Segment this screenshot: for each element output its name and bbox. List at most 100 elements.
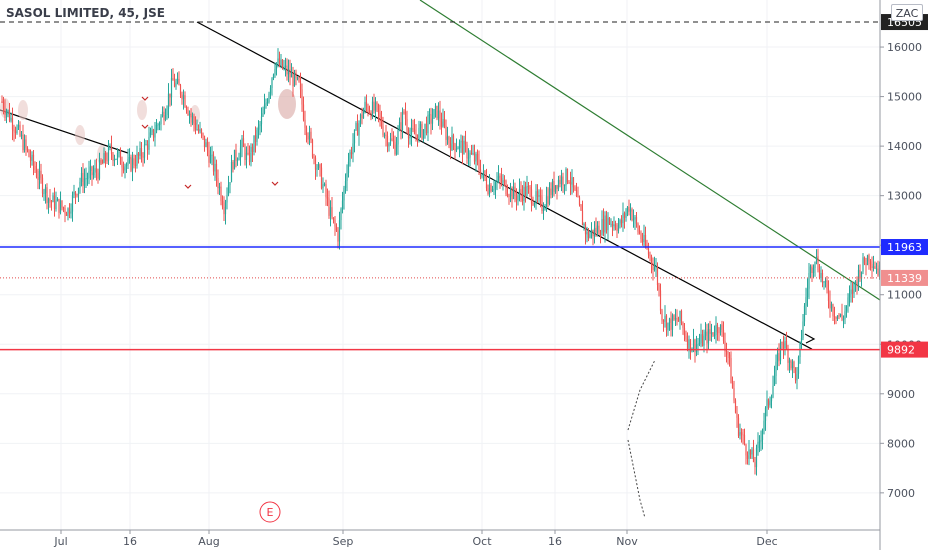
candle [326, 188, 329, 207]
candle [220, 181, 222, 206]
candle-body [344, 181, 347, 188]
candle-body [439, 110, 441, 122]
candle [440, 112, 443, 135]
candle [484, 170, 486, 181]
candle [317, 162, 320, 171]
candle [218, 182, 221, 196]
candle-body [149, 132, 152, 137]
candle [449, 137, 452, 160]
candle [203, 135, 206, 152]
candle [508, 193, 510, 205]
candle-body [787, 348, 789, 363]
candle [224, 199, 227, 225]
candle-body [427, 115, 429, 134]
candle-body [179, 85, 182, 95]
candle-body [478, 159, 480, 170]
candle [688, 335, 690, 359]
candle-body [343, 187, 345, 201]
candle [103, 147, 105, 164]
candle [848, 285, 851, 307]
candle [62, 206, 65, 213]
candle-body [184, 95, 186, 108]
time-tick-label: Oct [472, 535, 492, 548]
candle [421, 121, 423, 141]
candle-body [557, 179, 560, 189]
candle-body [671, 315, 674, 330]
candle-body [590, 229, 593, 234]
candle-body [8, 110, 11, 121]
candle-body [737, 417, 740, 436]
candle-body [574, 187, 576, 191]
candle-body [395, 144, 398, 155]
candle-body [613, 224, 615, 227]
candle-body [577, 195, 579, 198]
symbol-title[interactable]: SASOL LIMITED, 45, JSE [6, 6, 165, 20]
candle [289, 59, 291, 86]
candle-body [830, 304, 833, 309]
candle [379, 104, 381, 127]
candle [544, 204, 546, 211]
candle-body [115, 158, 117, 160]
candle [31, 151, 33, 166]
candle-body [181, 94, 183, 100]
candle [89, 159, 92, 180]
candle [11, 107, 14, 141]
candle-body [664, 315, 666, 322]
candle-body [734, 400, 737, 413]
candle-body [7, 110, 9, 112]
time-tick-label: Sep [333, 535, 354, 548]
candle [529, 185, 531, 198]
candle [832, 303, 834, 321]
candle-body [341, 200, 344, 209]
candle-body [173, 80, 176, 87]
candle-body [152, 129, 155, 138]
candle-body [607, 217, 609, 231]
currency-button[interactable]: ZAC [891, 4, 923, 21]
candle-body [853, 281, 855, 294]
candle-body [253, 135, 255, 152]
candle-body [4, 108, 6, 115]
candle-body [194, 122, 197, 130]
candle [749, 449, 752, 459]
candle [503, 175, 506, 187]
candle [766, 390, 768, 417]
candle-body [643, 235, 645, 243]
candle-body [436, 105, 438, 119]
candle [305, 125, 308, 143]
candle-body [529, 186, 531, 190]
candle [44, 184, 47, 204]
candle [83, 168, 86, 194]
candle [136, 145, 138, 169]
candle [499, 173, 501, 189]
candle [146, 140, 149, 160]
candle [254, 126, 257, 153]
candle-body [742, 434, 744, 436]
candle-body [133, 158, 135, 165]
candle-body [91, 166, 93, 176]
candle [350, 146, 353, 159]
candle [101, 159, 104, 164]
candle [526, 175, 528, 197]
candle-body [116, 153, 119, 159]
candle [722, 321, 725, 344]
candle [290, 63, 293, 78]
candle-body [314, 157, 317, 170]
candle [250, 143, 252, 167]
candle [137, 152, 140, 164]
candle-body [326, 197, 329, 199]
earnings-event-marker[interactable]: E [259, 501, 281, 523]
candle-body [728, 354, 731, 359]
candle [562, 172, 564, 193]
candle [577, 186, 579, 198]
candle-body [601, 219, 603, 235]
candle [391, 128, 393, 142]
candle [278, 51, 281, 68]
candle-body [242, 138, 245, 147]
candle [98, 152, 101, 181]
candle [535, 184, 537, 210]
candle-body [803, 305, 806, 322]
candle-body [308, 131, 311, 140]
candle-body [140, 148, 143, 157]
